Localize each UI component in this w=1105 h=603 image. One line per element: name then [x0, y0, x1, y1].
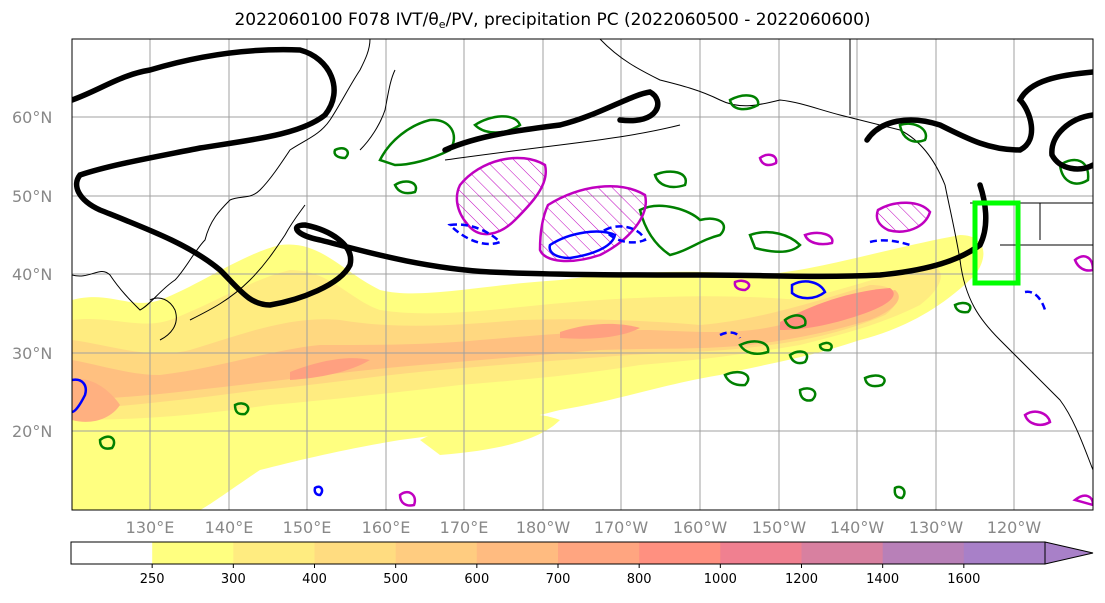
- coastlines: [72, 39, 1093, 471]
- colorbar-tick-label: 1000: [704, 572, 737, 587]
- asia-coast: [72, 39, 371, 311]
- lat-label-40: 40°N: [12, 265, 52, 284]
- lon-label-150e: 150°E: [283, 518, 332, 537]
- colorbar-swatch: [152, 542, 234, 564]
- colorbar-swatch: [801, 542, 884, 564]
- colorbar-tick-label: 250: [140, 572, 165, 587]
- lat-label-30: 30°N: [12, 344, 52, 363]
- lon-label-160e: 160°E: [362, 518, 411, 537]
- ivt-band-west: [72, 379, 120, 422]
- colorbar-tick-label: 800: [627, 572, 652, 587]
- colorbar-tick-label: 600: [464, 572, 489, 587]
- alaska-coast: [599, 39, 1093, 471]
- lon-label-170e: 170°E: [440, 518, 489, 537]
- lon-label-180w: 180°W: [516, 518, 571, 537]
- lat-label-60: 60°N: [12, 108, 52, 127]
- colorbar-tick-label: 500: [383, 572, 408, 587]
- map-frame: [71, 38, 1094, 511]
- map-area: [72, 39, 1093, 510]
- korea: [149, 297, 177, 341]
- colorbar-tick-label: 400: [302, 572, 327, 587]
- chart-title: 2022060100 F078 IVT/θe/PV, precipitation…: [234, 10, 871, 31]
- lon-axis: 130°E 140°E 150°E 160°E 170°E 180°W 170°…: [126, 518, 1042, 537]
- colorbar-swatch: [963, 542, 1046, 564]
- colorbar-swatch: [639, 542, 721, 564]
- pv-green-contours: [98, 94, 1090, 500]
- theta-e-contour: [72, 46, 1093, 308]
- colorbar-tick-label: 1600: [947, 572, 980, 587]
- pv-magenta-contours: [398, 153, 1093, 507]
- colorbar-swatch: [314, 542, 397, 564]
- colorbar: 250 300 400 500 600 700 800 1000 1200 1400 1600: [70, 541, 1094, 587]
- lon-label-130w: 130°W: [909, 518, 964, 537]
- lat-label-20: 20°N: [12, 422, 52, 441]
- japan: [189, 204, 306, 321]
- kamchatka: [359, 69, 396, 151]
- ivt-band-700: [290, 358, 370, 380]
- ivt-band-250-south: [72, 457, 150, 510]
- lon-label-140e: 140°E: [205, 518, 254, 537]
- canada-border: [849, 39, 1093, 246]
- colorbar-swatch: [71, 542, 153, 564]
- colorbar-swatches: [71, 542, 1046, 564]
- lon-label-130e: 130°E: [126, 518, 175, 537]
- lon-label-120w: 120°W: [987, 518, 1042, 537]
- lon-label-160w: 160°W: [673, 518, 728, 537]
- lat-axis: 20°N 30°N 40°N 50°N 60°N: [12, 108, 52, 441]
- lon-label-140w: 140°W: [830, 518, 885, 537]
- colorbar-tick-label: 1200: [785, 572, 818, 587]
- colorbar-extend-arrow: [1044, 541, 1094, 565]
- colorbar-tick-label: 700: [546, 572, 571, 587]
- aleutians: [444, 124, 681, 161]
- ivt-band-800: [780, 288, 894, 330]
- colorbar-swatch: [476, 542, 559, 564]
- ivt-band-250-mid: [420, 413, 560, 455]
- pv-blue-contours: [72, 223, 1047, 497]
- lon-label-150w: 150°W: [752, 518, 807, 537]
- highlight-box: [972, 200, 1021, 286]
- lon-label-170w: 170°W: [594, 518, 649, 537]
- ivt-band-500: [72, 290, 899, 400]
- colorbar-swatch: [720, 542, 802, 564]
- colorbar-swatch: [233, 542, 315, 564]
- ivt-band-700b: [560, 323, 640, 339]
- ivt-shading: [72, 235, 984, 510]
- lat-label-50: 50°N: [12, 187, 52, 206]
- colorbar-swatch: [395, 542, 478, 564]
- colorbar-swatch: [558, 542, 640, 564]
- colorbar-swatch: [882, 542, 965, 564]
- colorbar-tick-label: 300: [221, 572, 246, 587]
- colorbar-labels: 250 300 400 500 600 700 800 1000 1200 1400 1600: [140, 564, 980, 587]
- colorbar-tick-label: 1400: [866, 572, 899, 587]
